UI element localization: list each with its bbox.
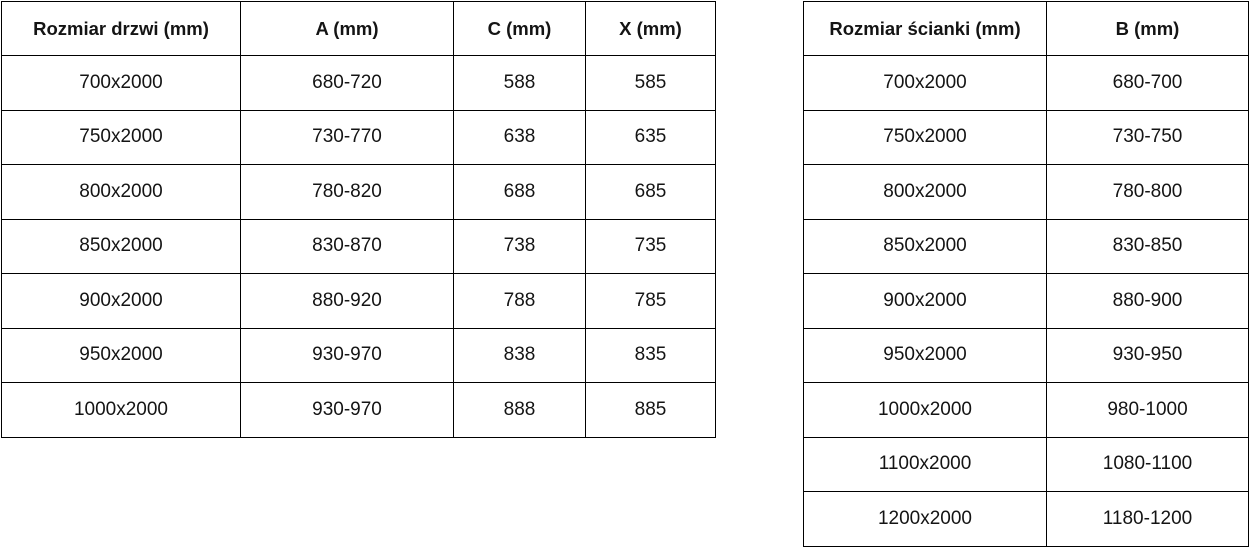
cell-b: 930-950 [1046,327,1249,383]
cell-b: 780-800 [1046,164,1249,220]
cell-door-size: 700x2000 [1,55,241,111]
table-row: 750x2000 730-770 638 635 [1,109,716,165]
column-header-wall-size: Rozmiar ścianki (mm) [803,1,1047,56]
cell-door-size: 950x2000 [1,327,241,383]
wall-table-head: Rozmiar ścianki (mm) B (mm) [803,1,1249,56]
cell-b: 730-750 [1046,109,1249,165]
cell-c: 588 [453,55,586,111]
cell-b: 1080-1100 [1046,436,1249,492]
cell-wall-size: 750x2000 [803,109,1047,165]
table-row: 800x2000 780-820 688 685 [1,164,716,220]
cell-b: 830-850 [1046,218,1249,274]
door-size-table: Rozmiar drzwi (mm) A (mm) C (mm) X (mm) … [1,1,716,438]
cell-door-size: 900x2000 [1,273,241,329]
door-table-head: Rozmiar drzwi (mm) A (mm) C (mm) X (mm) [1,1,716,56]
cell-c: 738 [453,218,586,274]
cell-x: 785 [585,273,716,329]
table-row: 1000x2000 980-1000 [803,382,1249,438]
wall-table-body: 700x2000 680-700 750x2000 730-750 800x20… [803,55,1249,547]
cell-a: 930-970 [240,327,454,383]
cell-b: 880-900 [1046,273,1249,329]
cell-wall-size: 800x2000 [803,164,1047,220]
door-table-body: 700x2000 680-720 588 585 750x2000 730-77… [1,55,716,438]
cell-door-size: 1000x2000 [1,382,241,438]
cell-a: 680-720 [240,55,454,111]
cell-x: 885 [585,382,716,438]
cell-b: 680-700 [1046,55,1249,111]
column-header-c: C (mm) [453,1,586,56]
cell-x: 685 [585,164,716,220]
cell-wall-size: 700x2000 [803,55,1047,111]
cell-c: 688 [453,164,586,220]
table-header-row: Rozmiar ścianki (mm) B (mm) [803,1,1249,56]
table-row: 1000x2000 930-970 888 885 [1,382,716,438]
cell-wall-size: 900x2000 [803,273,1047,329]
cell-x: 585 [585,55,716,111]
table-row: 700x2000 680-720 588 585 [1,55,716,111]
table-row: 850x2000 830-870 738 735 [1,218,716,274]
column-header-a: A (mm) [240,1,454,56]
table-row: 1100x2000 1080-1100 [803,436,1249,492]
cell-c: 788 [453,273,586,329]
cell-wall-size: 1100x2000 [803,436,1047,492]
table-row: 1200x2000 1180-1200 [803,491,1249,547]
cell-c: 638 [453,109,586,165]
cell-wall-size: 950x2000 [803,327,1047,383]
cell-b: 980-1000 [1046,382,1249,438]
cell-c: 838 [453,327,586,383]
cell-wall-size: 1200x2000 [803,491,1047,547]
table-row: 850x2000 830-850 [803,218,1249,274]
column-header-b: B (mm) [1046,1,1249,56]
table-row: 750x2000 730-750 [803,109,1249,165]
column-header-door-size: Rozmiar drzwi (mm) [1,1,241,56]
cell-wall-size: 850x2000 [803,218,1047,274]
cell-x: 735 [585,218,716,274]
table-row: 950x2000 930-970 838 835 [1,327,716,383]
table-row: 900x2000 880-920 788 785 [1,273,716,329]
table-header-row: Rozmiar drzwi (mm) A (mm) C (mm) X (mm) [1,1,716,56]
cell-b: 1180-1200 [1046,491,1249,547]
cell-door-size: 850x2000 [1,218,241,274]
cell-x: 635 [585,109,716,165]
table-row: 900x2000 880-900 [803,273,1249,329]
table-row: 700x2000 680-700 [803,55,1249,111]
cell-x: 835 [585,327,716,383]
cell-wall-size: 1000x2000 [803,382,1047,438]
cell-a: 830-870 [240,218,454,274]
cell-a: 880-920 [240,273,454,329]
cell-a: 930-970 [240,382,454,438]
column-header-x: X (mm) [585,1,716,56]
table-row: 800x2000 780-800 [803,164,1249,220]
cell-door-size: 750x2000 [1,109,241,165]
cell-a: 730-770 [240,109,454,165]
table-row: 950x2000 930-950 [803,327,1249,383]
cell-a: 780-820 [240,164,454,220]
cell-door-size: 800x2000 [1,164,241,220]
cell-c: 888 [453,382,586,438]
wall-size-table: Rozmiar ścianki (mm) B (mm) 700x2000 680… [803,1,1249,547]
